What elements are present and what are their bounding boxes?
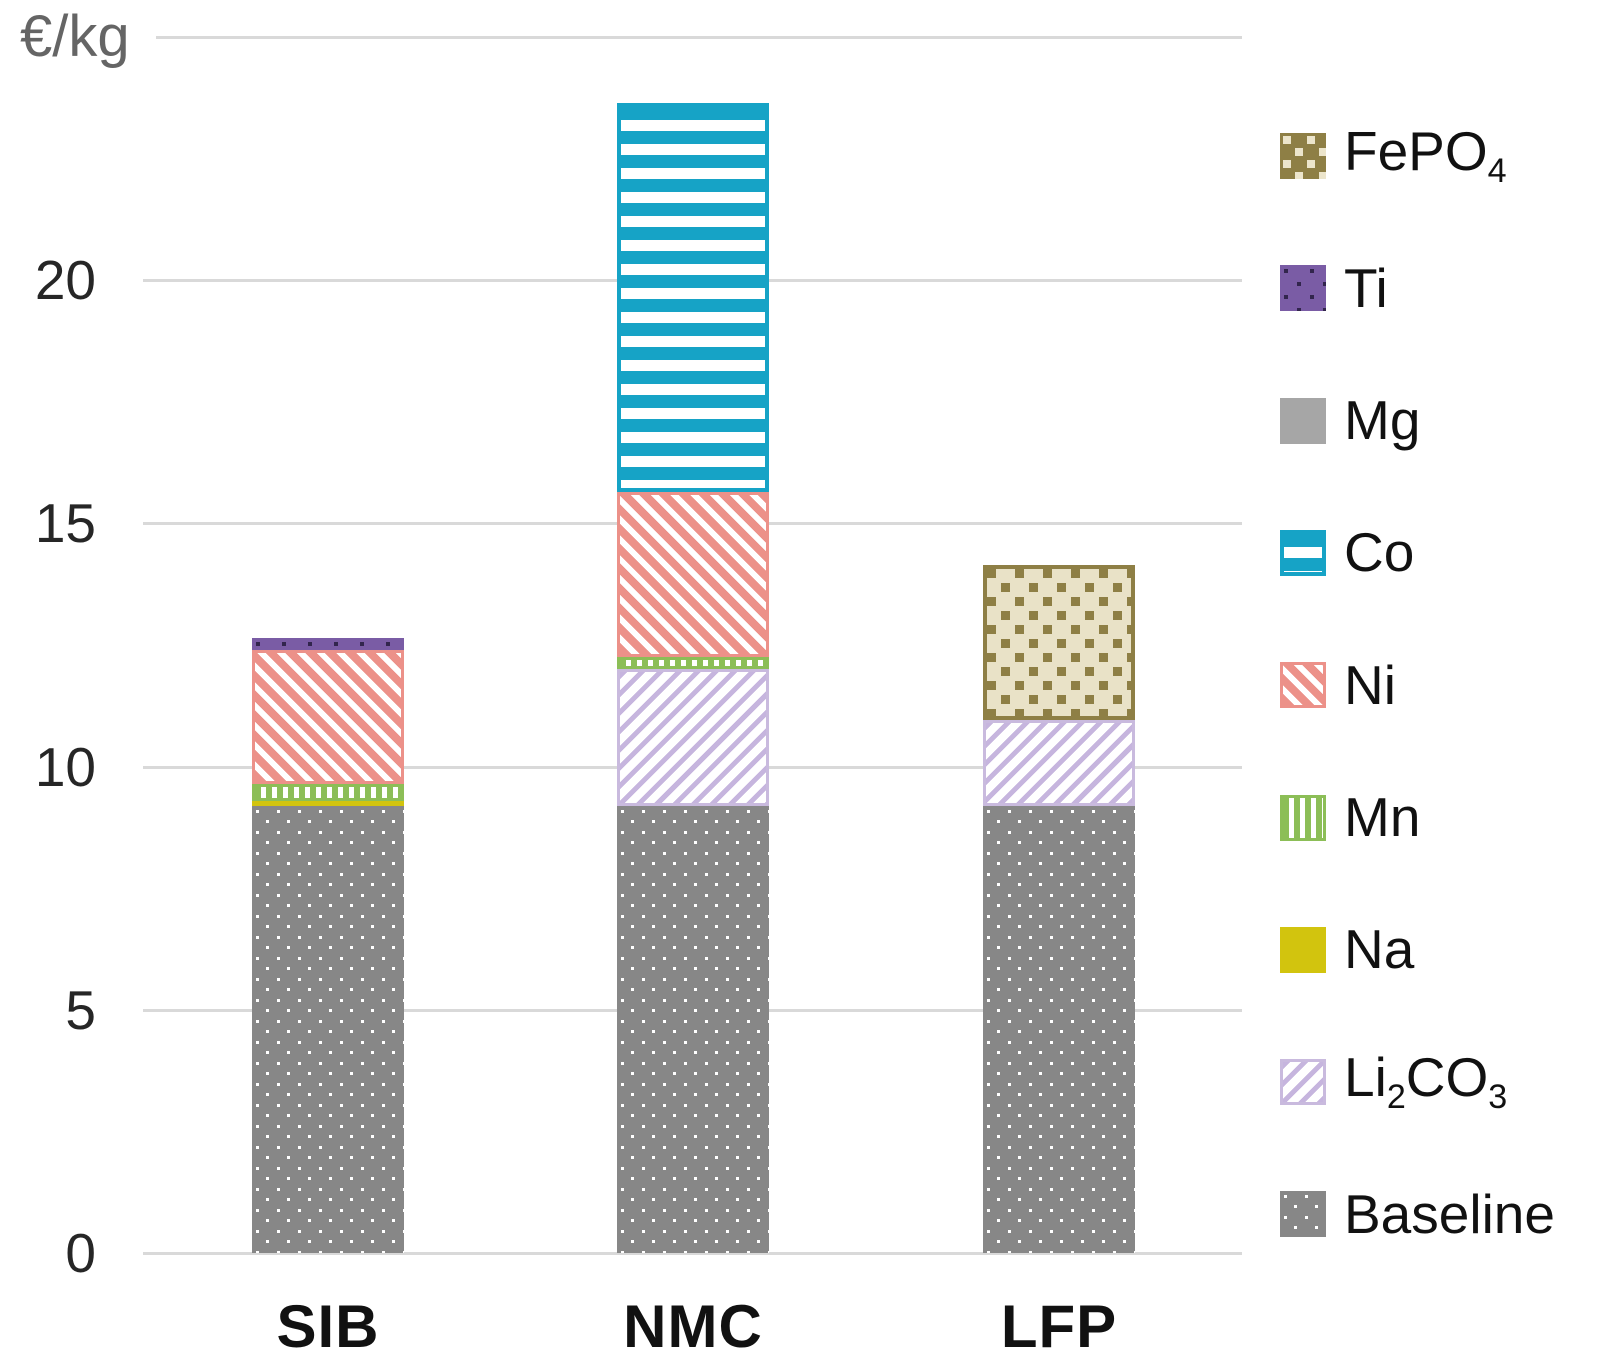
bar-segment-ni-NMC	[617, 491, 769, 658]
bar-LFP	[983, 564, 1135, 1253]
legend-item-na: Na	[1280, 922, 1414, 977]
bar-segment-baseline-NMC	[617, 805, 769, 1253]
y-axis-tick-label-10: 10	[34, 735, 96, 798]
x-axis-category-label-LFP: LFP	[1000, 1293, 1118, 1360]
bar-segment-li2co3-NMC	[617, 669, 769, 806]
y-axis-tick-label-15: 15	[34, 492, 96, 555]
y-axis-tick-label-0: 0	[65, 1222, 96, 1284]
x-axis-category-label-SIB: SIB	[276, 1293, 380, 1360]
bar-segment-mn-SIB	[252, 783, 404, 801]
legend-swatch-mg-icon	[1280, 397, 1326, 444]
legend-item-co: Co	[1280, 525, 1414, 580]
legend-swatch-co-icon	[1280, 529, 1326, 576]
bar-segment-li2co3-LFP	[983, 720, 1135, 806]
legend-swatch-fepo4-icon	[1280, 133, 1326, 179]
legend-item-fepo4: FePO4	[1280, 123, 1507, 188]
legend-swatch-ti-icon	[1280, 265, 1326, 312]
x-axis-category-label-NMC: NMC	[623, 1293, 763, 1360]
gridline-0	[143, 1252, 1242, 1255]
legend-item-baseline: Baseline	[1280, 1186, 1555, 1241]
legend-swatch-na-icon	[1280, 926, 1326, 973]
y-axis-tick-label-5: 5	[65, 978, 96, 1041]
legend-label-fepo4: FePO4	[1344, 119, 1507, 190]
bar-segment-mn-NMC	[617, 657, 769, 670]
bar-NMC	[617, 102, 769, 1253]
legend-swatch-li2co3-icon	[1280, 1059, 1326, 1106]
gridline-25	[143, 36, 1242, 39]
bar-segment-fepo4-LFP	[983, 564, 1135, 721]
legend-item-ni: Ni	[1280, 657, 1396, 712]
legend-label-baseline: Baseline	[1344, 1182, 1555, 1245]
y-axis-title: €/kg	[14, 4, 156, 81]
legend-swatch-ni-icon	[1280, 662, 1326, 709]
legend-swatch-baseline-icon	[1280, 1191, 1326, 1238]
legend-swatch-mn-icon	[1280, 794, 1326, 841]
bar-segment-ni-SIB	[252, 649, 404, 784]
bar-segment-baseline-LFP	[983, 805, 1135, 1253]
y-axis-tick-label-20: 20	[34, 249, 96, 312]
legend-item-mg: Mg	[1280, 393, 1420, 448]
legend-label-li2co3: Li2CO3	[1344, 1046, 1508, 1117]
bar-segment-ti-SIB	[252, 637, 404, 650]
legend-label-mn: Mn	[1344, 786, 1421, 848]
legend-label-mg: Mg	[1344, 389, 1421, 452]
legend-item-li2co3: Li2CO3	[1280, 1050, 1507, 1114]
legend-label-ti: Ti	[1344, 256, 1388, 319]
bar-segment-na-SIB	[252, 800, 404, 806]
bar-segment-co-NMC	[617, 102, 769, 492]
legend-item-mn: Mn	[1280, 790, 1420, 845]
bar-SIB	[252, 637, 404, 1253]
legend-label-co: Co	[1344, 521, 1415, 584]
legend-label-na: Na	[1344, 918, 1415, 981]
legend-item-ti: Ti	[1280, 260, 1388, 315]
legend-label-ni: Ni	[1344, 653, 1396, 716]
bar-segment-baseline-SIB	[252, 805, 404, 1253]
